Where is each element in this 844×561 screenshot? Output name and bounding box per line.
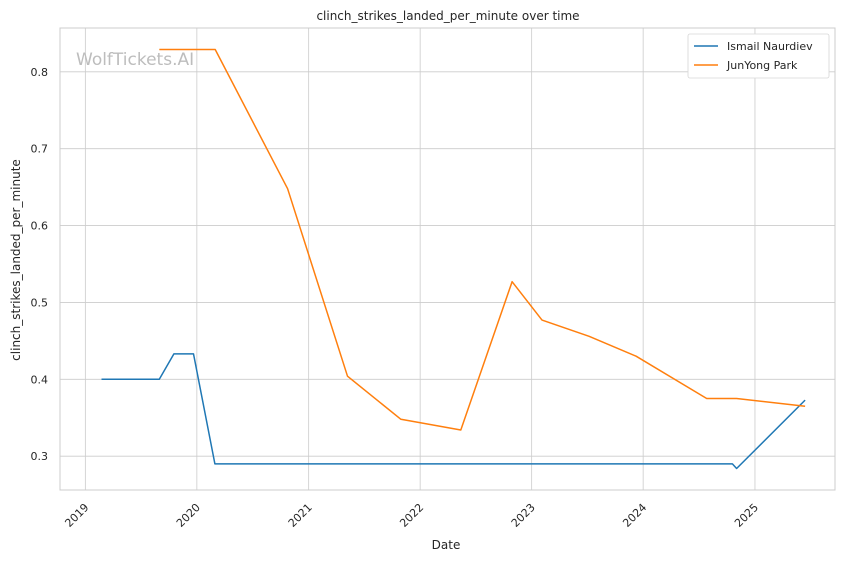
y-tick-label: 0.3 <box>31 450 49 463</box>
y-tick-label: 0.4 <box>31 373 49 386</box>
y-axis-title: clinch_strikes_landed_per_minute <box>9 159 23 361</box>
y-tick-label: 0.7 <box>31 143 49 156</box>
chart-title: clinch_strikes_landed_per_minute over ti… <box>316 9 579 23</box>
series-line <box>159 48 806 431</box>
plot-frame <box>59 27 836 491</box>
y-tick-label: 0.5 <box>31 296 49 309</box>
series-line <box>101 353 806 470</box>
y-tick-label: 0.8 <box>31 66 49 79</box>
legend-label: JunYong Park <box>726 59 798 72</box>
legend-label: Ismail Naurdiev <box>727 40 813 53</box>
watermark-text: WolfTickets.AI <box>76 50 194 70</box>
y-tick-label: 0.6 <box>31 220 49 233</box>
legend-box <box>687 33 830 79</box>
x-axis-title: Date <box>432 538 461 552</box>
